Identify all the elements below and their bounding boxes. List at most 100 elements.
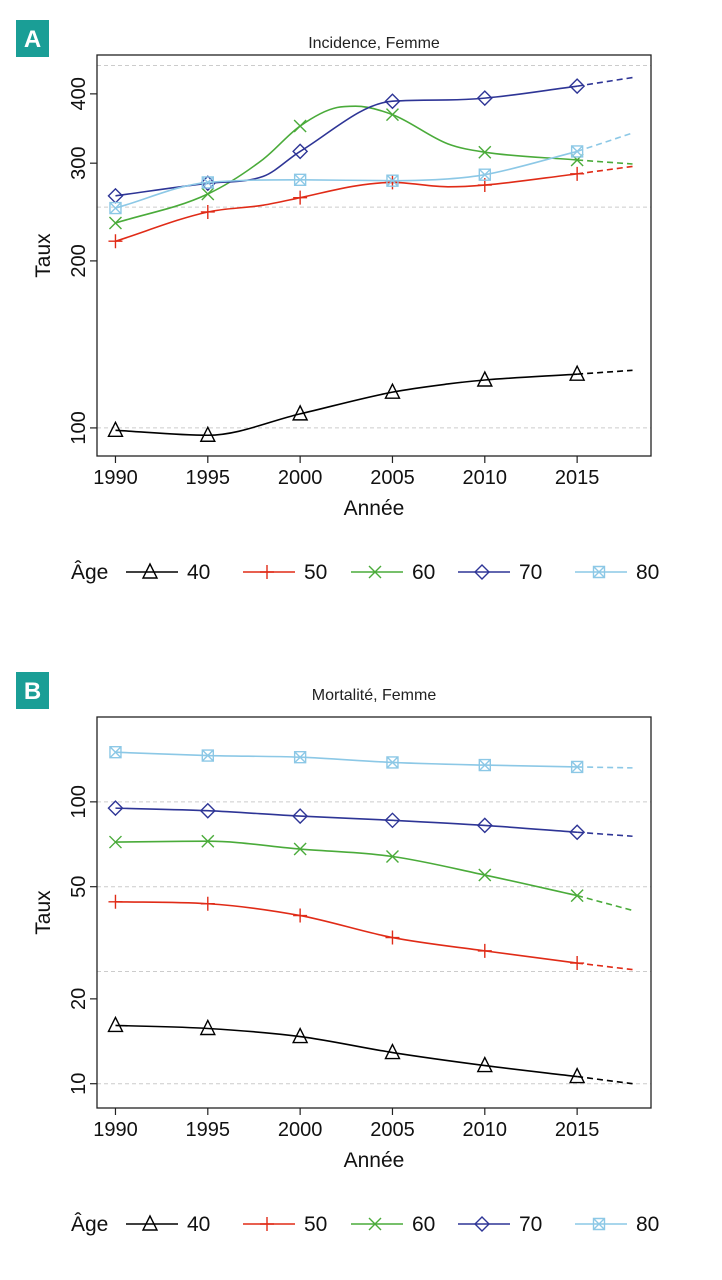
data-point-80 [109, 746, 122, 759]
data-point-80 [201, 176, 214, 189]
data-point-50 [200, 896, 215, 911]
data-point-80 [386, 756, 399, 769]
series-projection-60 [576, 894, 633, 912]
legend-marker-50 [260, 565, 274, 579]
series-projection-40 [577, 369, 633, 375]
data-point-80 [293, 751, 307, 764]
legend-marker-80 [592, 565, 606, 579]
y-tick-label: 100 [68, 785, 90, 818]
data-point-40 [384, 382, 401, 399]
series-60 [108, 834, 633, 912]
panel-badge [16, 672, 49, 709]
series-projection-80 [576, 132, 633, 153]
data-point-60 [201, 834, 215, 848]
series-line-50 [115, 900, 578, 964]
legend-label-70: 70 [519, 561, 542, 584]
series-line-70 [115, 85, 578, 197]
x-tick-label: 2010 [463, 1119, 508, 1141]
series-projection-60 [577, 159, 633, 165]
data-point-50 [385, 175, 400, 190]
y-tick-label: 20 [68, 988, 90, 1010]
series-line-60 [115, 105, 578, 224]
data-point-40 [476, 1055, 493, 1073]
data-point-50 [293, 908, 308, 923]
data-point-60 [201, 187, 215, 201]
legend-label-50: 50 [304, 1213, 327, 1236]
series-projection-50 [577, 962, 633, 971]
data-point-40 [107, 420, 124, 438]
panel-badge [16, 20, 49, 57]
x-tick-label: 2005 [370, 467, 415, 489]
data-point-50 [385, 930, 400, 945]
legend-label-60: 60 [412, 561, 435, 584]
data-point-40 [476, 370, 493, 387]
legend-marker-40 [141, 1214, 159, 1231]
data-point-60 [108, 835, 122, 849]
legend-label-50: 50 [304, 561, 327, 584]
data-point-80 [570, 145, 584, 158]
data-point-80 [293, 173, 307, 187]
data-point-40 [569, 364, 586, 381]
data-point-70 [199, 175, 216, 192]
legend-label-40: 40 [187, 1213, 210, 1236]
data-point-40 [384, 1042, 401, 1060]
data-point-40 [292, 1026, 309, 1044]
legend-marker-60 [368, 1217, 382, 1231]
legend-label-80: 80 [636, 561, 659, 584]
y-tick-label: 50 [68, 876, 90, 898]
series-line-80 [115, 751, 578, 768]
series-80 [109, 132, 633, 215]
x-tick-label: 1990 [93, 1119, 138, 1141]
y-tick-label: 400 [68, 77, 90, 110]
data-point-50 [477, 943, 492, 958]
data-point-40 [569, 1067, 586, 1084]
data-point-50 [293, 190, 308, 205]
chart-title: Incidence, Femme [308, 35, 440, 52]
legend-label-60: 60 [412, 1213, 435, 1236]
x-tick-label: 2005 [370, 1119, 415, 1141]
plot-frame [96, 54, 652, 457]
series-40 [107, 1015, 633, 1085]
series-line-40 [115, 373, 578, 437]
x-tick-label: 1990 [93, 467, 138, 489]
legend-marker-80 [592, 1217, 606, 1231]
data-point-60 [293, 119, 307, 133]
data-point-60 [108, 216, 122, 230]
data-point-60 [570, 889, 584, 903]
data-point-70 [476, 817, 493, 834]
data-point-80 [109, 201, 122, 215]
y-tick-label: 200 [68, 244, 90, 277]
data-point-60 [385, 849, 399, 863]
legend-marker-40 [141, 562, 159, 579]
data-point-70 [569, 824, 586, 841]
legend-title: Âge [71, 561, 108, 584]
series-50 [108, 894, 633, 971]
x-tick-label: 2015 [555, 467, 600, 489]
series-projection-50 [577, 165, 633, 175]
legend-marker-70 [474, 564, 490, 580]
data-point-60 [478, 145, 492, 159]
series-projection-70 [577, 831, 633, 838]
y-tick-label: 10 [68, 1073, 90, 1095]
data-point-80 [478, 168, 491, 181]
x-tick-label: 2000 [278, 467, 323, 489]
series-line-40 [115, 1024, 578, 1078]
data-point-70 [384, 93, 401, 110]
x-tick-label: 2010 [463, 467, 508, 489]
data-point-80 [570, 760, 584, 774]
x-tick-label: 1995 [186, 467, 231, 489]
x-axis-label: Année [344, 497, 405, 520]
legend: Âge 40 50 60 70 80 [71, 561, 659, 584]
data-point-70 [569, 78, 586, 95]
legend-marker-70 [474, 1216, 490, 1232]
data-point-40 [199, 425, 216, 442]
series-projection-70 [577, 76, 633, 87]
data-point-80 [478, 758, 491, 772]
y-axis-label: Taux [32, 233, 55, 278]
data-point-50 [570, 956, 585, 971]
data-point-80 [201, 749, 214, 762]
data-point-70 [199, 802, 216, 819]
data-point-70 [107, 800, 124, 817]
series-projection-40 [577, 1075, 633, 1085]
